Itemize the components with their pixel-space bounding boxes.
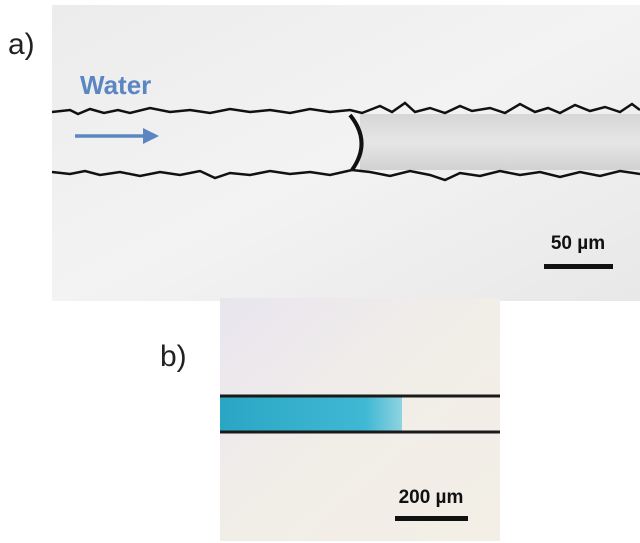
scale-bar-label: 200 µm [399,487,464,508]
flow-arrow-head [143,128,159,144]
channel-wall-bottom [51,168,640,182]
flow-label: Water [80,70,151,100]
meniscus [348,113,364,172]
scale-bar [544,264,613,269]
scale-bar-label: 50 µm [551,233,605,254]
channel-wall-top [51,101,640,116]
dye-filled-channel [220,396,402,432]
panel-label: b) [160,340,187,373]
panel-a: a) Water 50 µm [8,5,640,301]
scale-bar [395,516,468,521]
panel-label: a) [8,28,35,61]
filled-channel [360,114,640,170]
panel-b: b) 200 µm [160,298,500,541]
